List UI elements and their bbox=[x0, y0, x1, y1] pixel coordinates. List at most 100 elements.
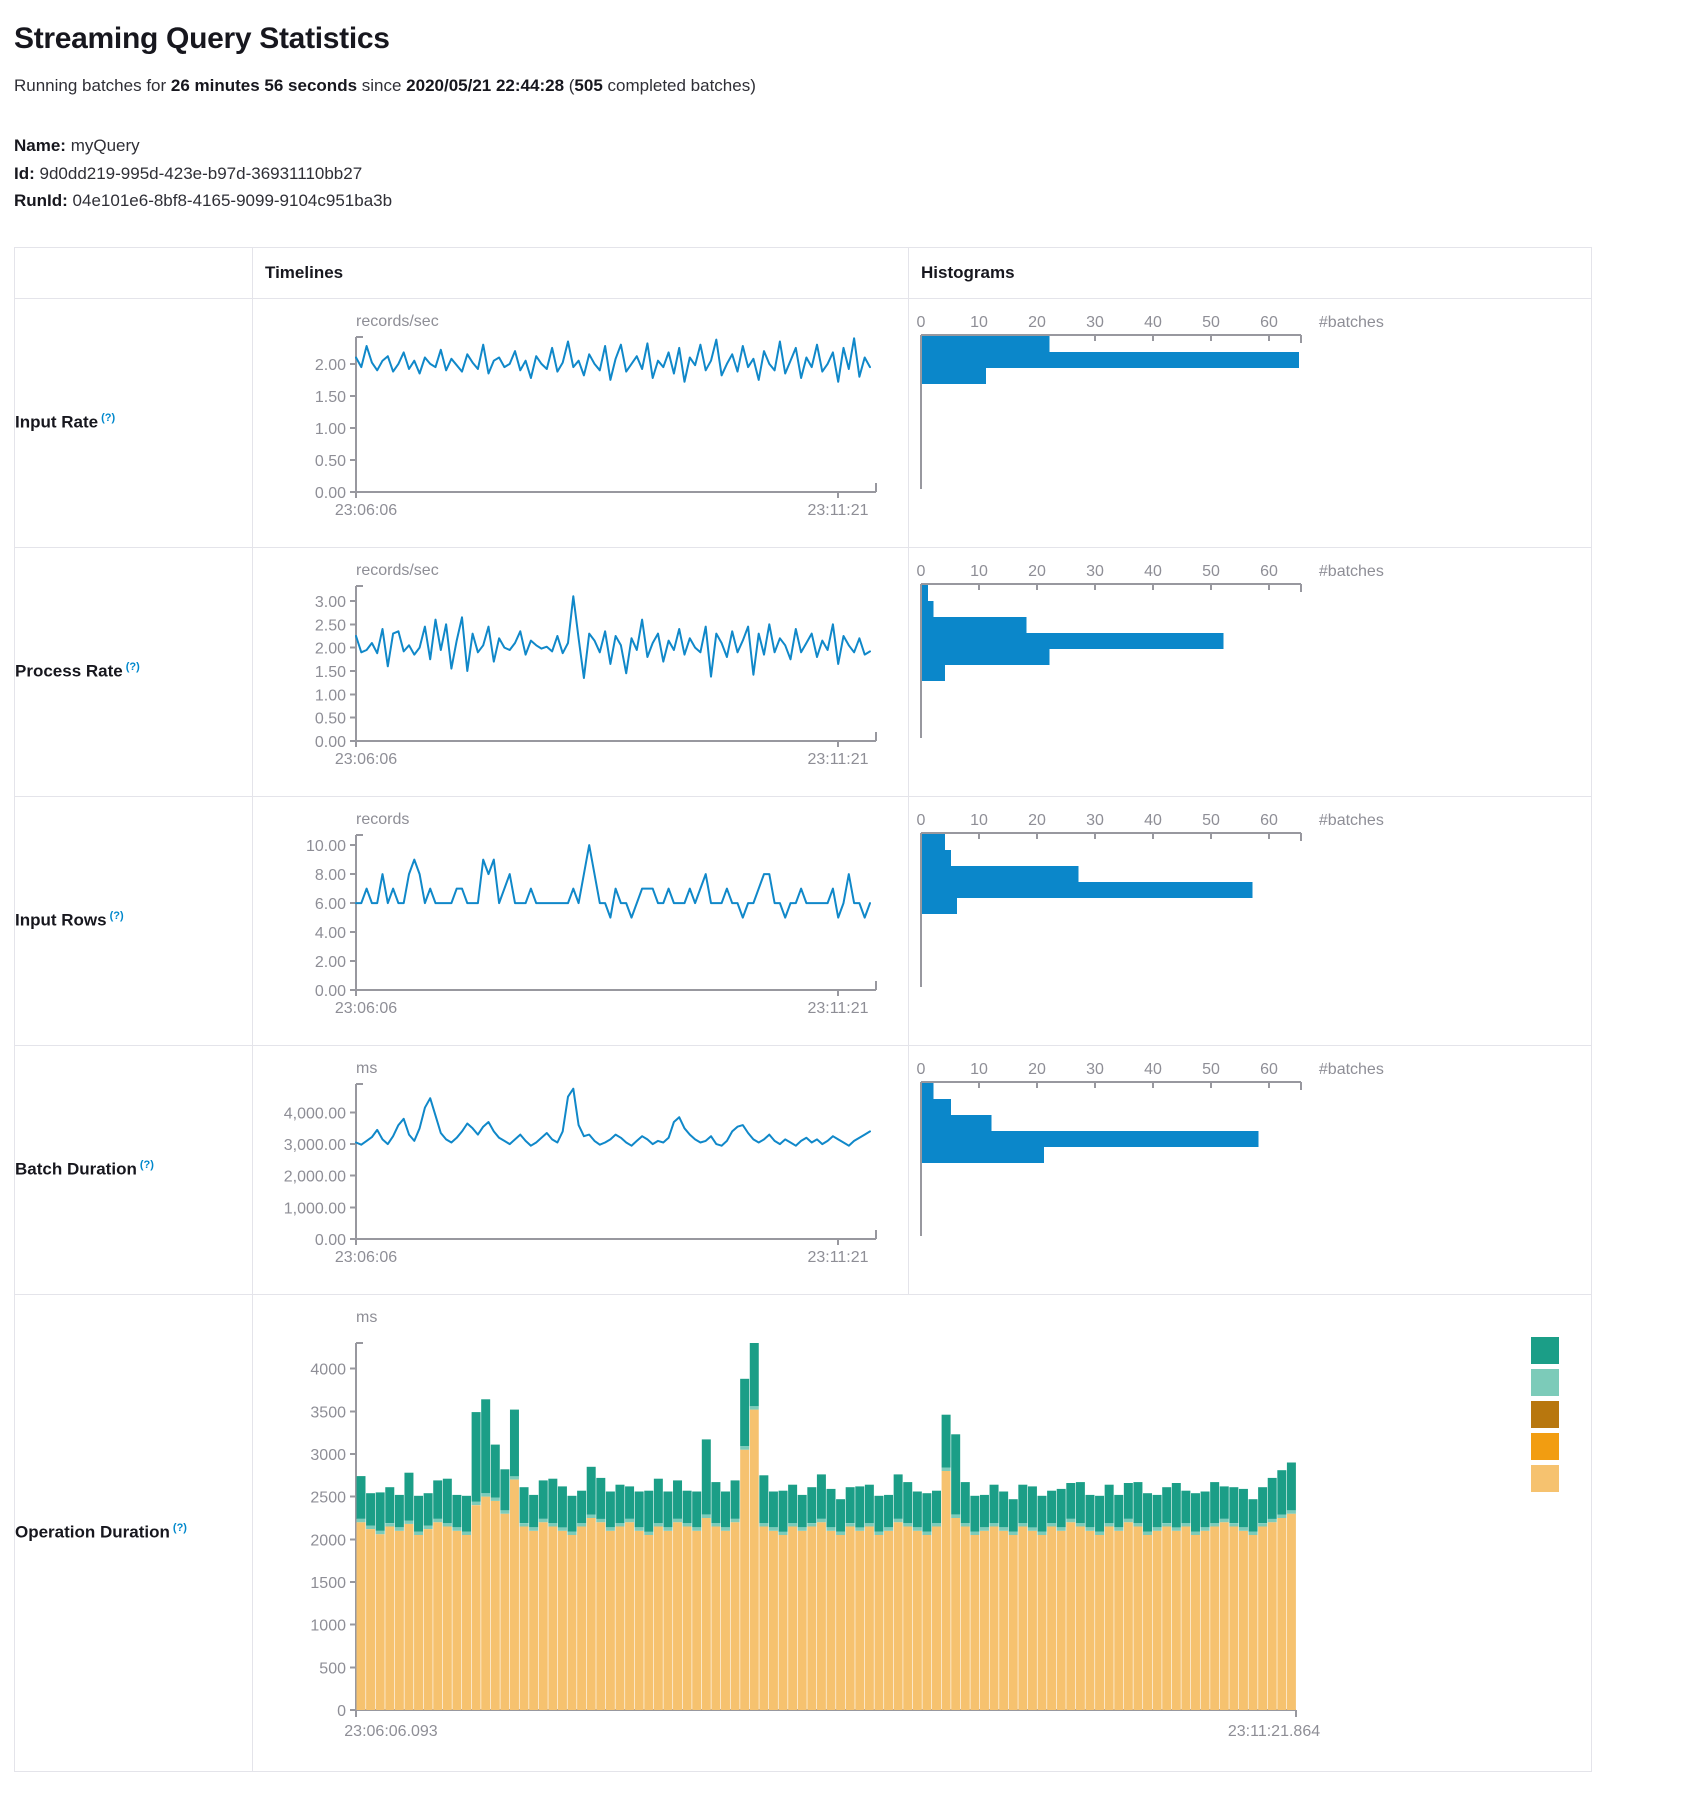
table-row-input-rows: Input Rows (?) records 10.00 8.00 6.00 4.00 2.… bbox=[14, 795, 1592, 1046]
page-title: Streaming Query Statistics bbox=[14, 22, 390, 55]
svg-text:2,000.00: 2,000.00 bbox=[284, 1168, 346, 1185]
input-rows-histogram-chart: 0 10 20 30 40 50 60 #batches bbox=[909, 797, 1591, 1045]
batch-duration-histogram-cell: 0 10 20 30 40 50 60 #batches bbox=[908, 1044, 1592, 1295]
legend-swatch-2 bbox=[1531, 1400, 1559, 1428]
svg-text:23:06:06: 23:06:06 bbox=[335, 751, 397, 768]
svg-text:50: 50 bbox=[1202, 563, 1220, 580]
legend-swatch-3 bbox=[1531, 1432, 1559, 1460]
svg-text:#batches: #batches bbox=[1319, 314, 1384, 331]
query-name-value: myQuery bbox=[65, 136, 140, 155]
status-open-paren: ( bbox=[564, 76, 575, 95]
query-runid-label: RunId: bbox=[14, 191, 68, 211]
svg-text:30: 30 bbox=[1086, 314, 1104, 331]
svg-text:50: 50 bbox=[1202, 314, 1220, 331]
svg-text:3000: 3000 bbox=[310, 1447, 346, 1464]
row-label-input-rate: Input Rate (?) bbox=[14, 297, 253, 548]
svg-text:3500: 3500 bbox=[310, 1404, 346, 1421]
operation-duration-chart: ms 4000 3500 3000 2500 2000 1500 1000 500 0 23:06:… bbox=[253, 1295, 1591, 1771]
input-rows-timeline-svg: records 10.00 8.00 6.00 4.00 2.00 0.0023:06:06… bbox=[306, 811, 877, 1017]
svg-text:60: 60 bbox=[1260, 563, 1278, 580]
svg-text:3.00: 3.00 bbox=[315, 594, 346, 611]
query-name-label: Name: bbox=[14, 136, 66, 155]
input-rows-help-icon[interactable]: (?) bbox=[109, 910, 124, 923]
svg-text:20: 20 bbox=[1028, 1061, 1046, 1078]
svg-text:1500: 1500 bbox=[310, 1575, 346, 1592]
svg-text:2000: 2000 bbox=[310, 1532, 346, 1549]
batch-duration-histogram-chart: 0 10 20 30 40 50 60 #batches bbox=[909, 1046, 1591, 1294]
svg-text:0: 0 bbox=[917, 812, 926, 829]
query-runid-row: RunId: 04e101e6-8bf8-4165-9099-9104c951b… bbox=[14, 187, 1693, 215]
status-completed-count: 505 bbox=[574, 76, 603, 95]
svg-text:0: 0 bbox=[337, 1703, 346, 1720]
input-rate-histogram-svg: 0 10 20 30 40 50 60 #batches bbox=[917, 314, 1384, 489]
operation-duration-chart-cell: ms 4000 3500 3000 2500 2000 1500 1000 500 0 23:06:… bbox=[252, 1293, 1592, 1772]
svg-text:23:11:21: 23:11:21 bbox=[807, 1000, 868, 1017]
status-prefix: Running batches for bbox=[14, 76, 171, 95]
process-rate-help-icon[interactable]: (?) bbox=[125, 661, 140, 674]
operation-duration-svg: ms 4000 3500 3000 2500 2000 1500 1000 500 0 23:06:… bbox=[310, 1309, 1559, 1740]
svg-text:30: 30 bbox=[1086, 563, 1104, 580]
svg-text:2.00: 2.00 bbox=[315, 640, 346, 657]
header-empty-cell bbox=[14, 246, 253, 299]
svg-text:50: 50 bbox=[1202, 1061, 1220, 1078]
svg-text:20: 20 bbox=[1028, 563, 1046, 580]
svg-text:#batches: #batches bbox=[1319, 1061, 1384, 1078]
svg-text:10: 10 bbox=[970, 1061, 988, 1078]
svg-text:10.00: 10.00 bbox=[306, 838, 346, 855]
svg-text:4,000.00: 4,000.00 bbox=[284, 1105, 346, 1122]
svg-text:60: 60 bbox=[1260, 812, 1278, 829]
operation-duration-help-icon[interactable]: (?) bbox=[172, 1522, 187, 1535]
legend-swatch-0 bbox=[1531, 1336, 1559, 1364]
status-start-time: 2020/05/21 22:44:28 bbox=[406, 76, 565, 95]
svg-text:1,000.00: 1,000.00 bbox=[284, 1200, 346, 1217]
svg-text:23:06:06: 23:06:06 bbox=[335, 1000, 397, 1017]
svg-text:1.00: 1.00 bbox=[315, 421, 346, 438]
statistics-table: Timelines Histograms Input Rate (?) recor… bbox=[14, 246, 1592, 1772]
process-rate-timeline-svg: records/sec3.002.502.001.501.000.500.002… bbox=[315, 562, 877, 768]
status-since: since bbox=[357, 76, 407, 95]
header-histograms: Histograms bbox=[908, 246, 1592, 299]
svg-text:30: 30 bbox=[1086, 1061, 1104, 1078]
table-row-process-rate: Process Rate (?) records/sec 3.00 2.50 2.00 1… bbox=[14, 546, 1592, 797]
svg-text:records/sec: records/sec bbox=[356, 313, 439, 330]
svg-text:40: 40 bbox=[1144, 812, 1162, 829]
svg-text:60: 60 bbox=[1260, 314, 1278, 331]
operation-duration-legend bbox=[1531, 1336, 1559, 1492]
svg-text:23:06:06.093: 23:06:06.093 bbox=[344, 1723, 438, 1740]
query-info: Name: myQuery Id: 9d0dd219-995d-423e-b97… bbox=[14, 132, 1693, 215]
running-status: Running batches for 26 minutes 56 second… bbox=[14, 76, 1693, 96]
table-header-row: Timelines Histograms bbox=[14, 246, 1592, 299]
process-rate-histogram-chart: 0 10 20 30 40 50 60 #batches bbox=[909, 548, 1591, 796]
process-rate-histogram-cell: 0 10 20 30 40 50 60 #batches bbox=[908, 546, 1592, 797]
svg-text:60: 60 bbox=[1260, 1061, 1278, 1078]
svg-text:#batches: #batches bbox=[1319, 563, 1384, 580]
input-rate-help-icon[interactable]: (?) bbox=[101, 412, 116, 425]
svg-text:40: 40 bbox=[1144, 314, 1162, 331]
batch-duration-timeline-svg: ms4,000.003,000.002,000.001,000.000.0023… bbox=[284, 1060, 877, 1266]
svg-text:50: 50 bbox=[1202, 812, 1220, 829]
batch-duration-timeline-chart: ms 4,000.00 3,000.00 2,000.00 1,000.00 0.00 23… bbox=[253, 1046, 908, 1294]
svg-text:20: 20 bbox=[1028, 314, 1046, 331]
svg-text:1.50: 1.50 bbox=[315, 389, 346, 406]
svg-text:#batches: #batches bbox=[1319, 812, 1384, 829]
svg-text:2500: 2500 bbox=[310, 1489, 346, 1506]
row-label-operation-duration: Operation Duration (?) bbox=[14, 1293, 253, 1772]
svg-text:0: 0 bbox=[917, 314, 926, 331]
svg-text:500: 500 bbox=[319, 1660, 346, 1677]
svg-text:1.00: 1.00 bbox=[315, 687, 346, 704]
svg-text:3,000.00: 3,000.00 bbox=[284, 1137, 346, 1154]
input-rows-histogram-svg: 0 10 20 30 40 50 60 #batches bbox=[917, 812, 1384, 987]
svg-text:1.50: 1.50 bbox=[315, 664, 346, 681]
row-label-batch-duration: Batch Duration (?) bbox=[14, 1044, 253, 1295]
svg-text:4000: 4000 bbox=[310, 1361, 346, 1378]
batch-duration-help-icon[interactable]: (?) bbox=[139, 1159, 154, 1172]
svg-text:20: 20 bbox=[1028, 812, 1046, 829]
svg-text:2.00: 2.00 bbox=[315, 356, 346, 373]
svg-text:23:11:21.864: 23:11:21.864 bbox=[1228, 1723, 1320, 1740]
query-id-label: Id: bbox=[14, 163, 35, 183]
svg-text:23:06:06: 23:06:06 bbox=[335, 502, 397, 519]
svg-text:10: 10 bbox=[970, 314, 988, 331]
process-rate-timeline-chart: records/sec 3.00 2.50 2.00 1.50 1.00 0.50 0.00 2… bbox=[253, 548, 908, 796]
batch-duration-timeline-cell: ms 4,000.00 3,000.00 2,000.00 1,000.00 0.00 23… bbox=[252, 1044, 909, 1295]
